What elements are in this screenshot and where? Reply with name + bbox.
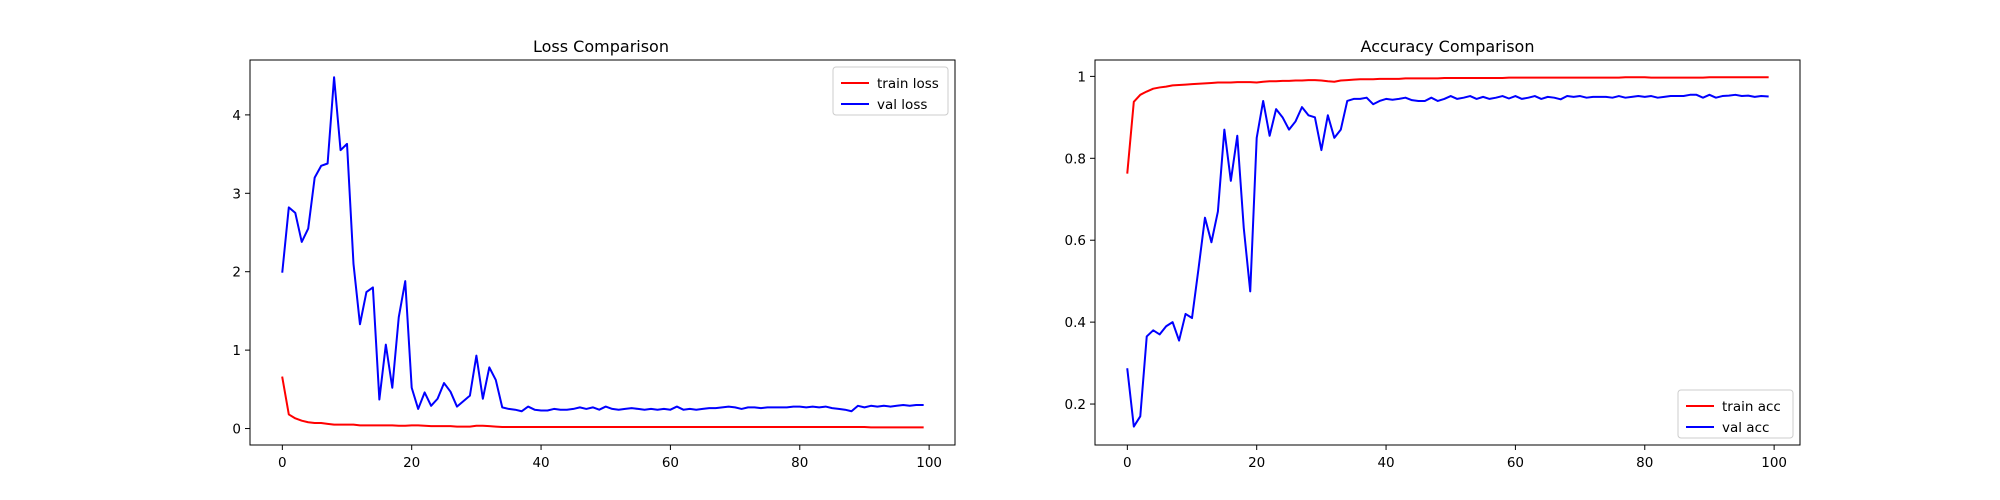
loss-chart-x-tick-label: 100 [916, 455, 942, 471]
accuracy-chart-legend-label-1: train acc [1722, 399, 1781, 415]
accuracy-chart-legend: train acc val acc [1677, 389, 1794, 439]
loss-chart-y-tick-label: 3 [232, 186, 241, 202]
loss-chart-y-tick-label: 1 [232, 343, 241, 359]
loss-chart-series-line-1 [281, 376, 924, 429]
accuracy-chart-y-tick-label: 0.4 [1065, 315, 1086, 331]
accuracy-chart: Accuracy Comparison 0 20 40 60 80 100 0.2 0.4 0.… [1065, 37, 1801, 471]
loss-chart-plot: 0 20 40 60 80 100 0 1 2 3 4 [232, 59, 956, 471]
accuracy-chart-series-line-1 [1126, 76, 1769, 174]
loss-chart-legend: train loss val loss [832, 66, 949, 116]
accuracy-chart-x-tick-label: 40 [1377, 455, 1394, 471]
loss-chart-y-tick-label: 0 [232, 422, 241, 438]
accuracy-chart-x-tick-label: 20 [1248, 455, 1265, 471]
accuracy-chart-y-tick-label: 0.6 [1065, 233, 1086, 249]
accuracy-chart-axes-frame [1094, 59, 1801, 446]
loss-chart-axes-frame [249, 59, 956, 446]
accuracy-chart-plot: 0 20 40 60 80 100 0.2 0.4 0.6 0.8 1 [1065, 59, 1801, 471]
loss-chart-x-tick-label: 20 [403, 455, 420, 471]
loss-chart-x-tick-label: 60 [662, 455, 679, 471]
accuracy-chart-x-tick-label: 0 [1123, 455, 1132, 471]
accuracy-chart-x-tick-label: 60 [1507, 455, 1524, 471]
loss-chart-x-tick-label: 40 [532, 455, 549, 471]
accuracy-chart-x-tick-label: 100 [1761, 455, 1787, 471]
loss-chart: Loss Comparison 0 20 40 60 80 100 0 1 2 3 4 train … [232, 37, 956, 471]
loss-chart-series-line-2 [281, 76, 924, 413]
accuracy-chart-y-tick-label: 1 [1077, 69, 1086, 85]
accuracy-chart-y-tick-label: 0.8 [1065, 151, 1086, 167]
accuracy-chart-series-line-2 [1126, 93, 1769, 428]
accuracy-chart-x-tick-label: 80 [1636, 455, 1653, 471]
loss-chart-y-tick-label: 4 [232, 108, 241, 124]
accuracy-chart-y-tick-label: 0.2 [1065, 397, 1086, 413]
accuracy-chart-legend-label-2: val acc [1722, 420, 1769, 436]
loss-chart-title: Loss Comparison [533, 37, 669, 56]
accuracy-chart-title: Accuracy Comparison [1361, 37, 1535, 56]
loss-chart-legend-label-1: train loss [877, 76, 939, 92]
loss-chart-legend-label-2: val loss [877, 97, 927, 113]
loss-chart-x-tick-label: 0 [278, 455, 287, 471]
loss-chart-x-tick-label: 80 [791, 455, 808, 471]
loss-chart-y-tick-label: 2 [232, 265, 241, 281]
